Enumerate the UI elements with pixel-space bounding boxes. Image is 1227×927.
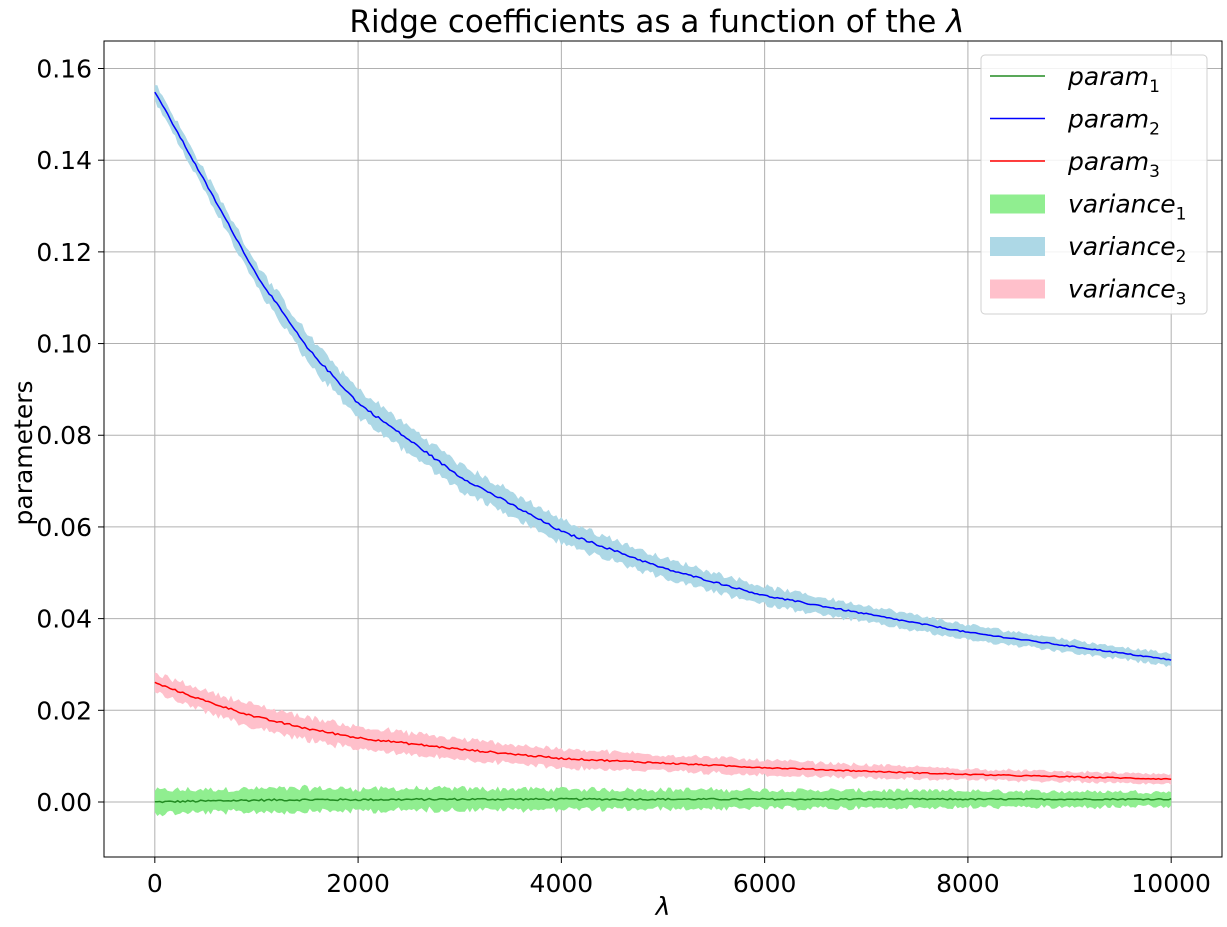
legend-label-variance-3: variance3 xyxy=(1068,275,1186,310)
legend-label-param-3: param3 xyxy=(1067,147,1160,182)
parameter-lines xyxy=(154,91,1172,804)
y-tick-label: 0.04 xyxy=(36,605,92,634)
y-axis-ticks: 0.00 0.02 0.04 0.06 0.08 0.10 0.12 0.14 0.16 xyxy=(36,55,104,817)
plot-area-frame xyxy=(103,40,1223,858)
variance-band-1 xyxy=(154,784,1172,817)
y-tick-label: 0.16 xyxy=(36,55,92,84)
x-tick-label: 10000 xyxy=(1131,869,1211,898)
y-tick-label: 0.06 xyxy=(36,513,92,542)
legend-patch-variance-1 xyxy=(990,194,1045,214)
legend-label-param-2: param2 xyxy=(1067,105,1160,140)
y-axis-label: parameters xyxy=(9,380,38,525)
x-axis-ticks: 0 2000 4000 6000 8000 10000 xyxy=(147,857,1211,898)
param-line-2 xyxy=(154,91,1172,661)
x-tick-label: 2000 xyxy=(326,869,390,898)
x-tick-label: 0 xyxy=(147,869,163,898)
grid xyxy=(104,41,1222,857)
x-tick-label: 8000 xyxy=(936,869,1000,898)
legend-label-variance-1: variance1 xyxy=(1068,190,1186,225)
x-tick-label: 6000 xyxy=(733,869,797,898)
y-tick-label: 0.14 xyxy=(36,146,92,175)
y-tick-label: 0.12 xyxy=(36,238,92,267)
legend-label-param-1: param1 xyxy=(1067,62,1160,97)
param-line-1 xyxy=(154,797,1172,804)
legend: param1 param2 param3 variance1 variance2 vari… xyxy=(980,54,1208,315)
legend-patch-variance-2 xyxy=(990,237,1045,256)
chart-title: Ridge coefficients as a function of the … xyxy=(349,4,964,40)
legend-label-variance-2: variance2 xyxy=(1068,232,1186,267)
y-tick-label: 0.00 xyxy=(36,788,92,817)
y-tick-label: 0.02 xyxy=(36,696,92,725)
y-tick-label: 0.10 xyxy=(36,330,92,359)
param-line-3 xyxy=(154,681,1172,781)
x-tick-label: 4000 xyxy=(530,869,594,898)
y-tick-label: 0.08 xyxy=(36,421,92,450)
x-axis-label: λ xyxy=(654,892,671,921)
legend-patch-variance-3 xyxy=(990,279,1045,299)
